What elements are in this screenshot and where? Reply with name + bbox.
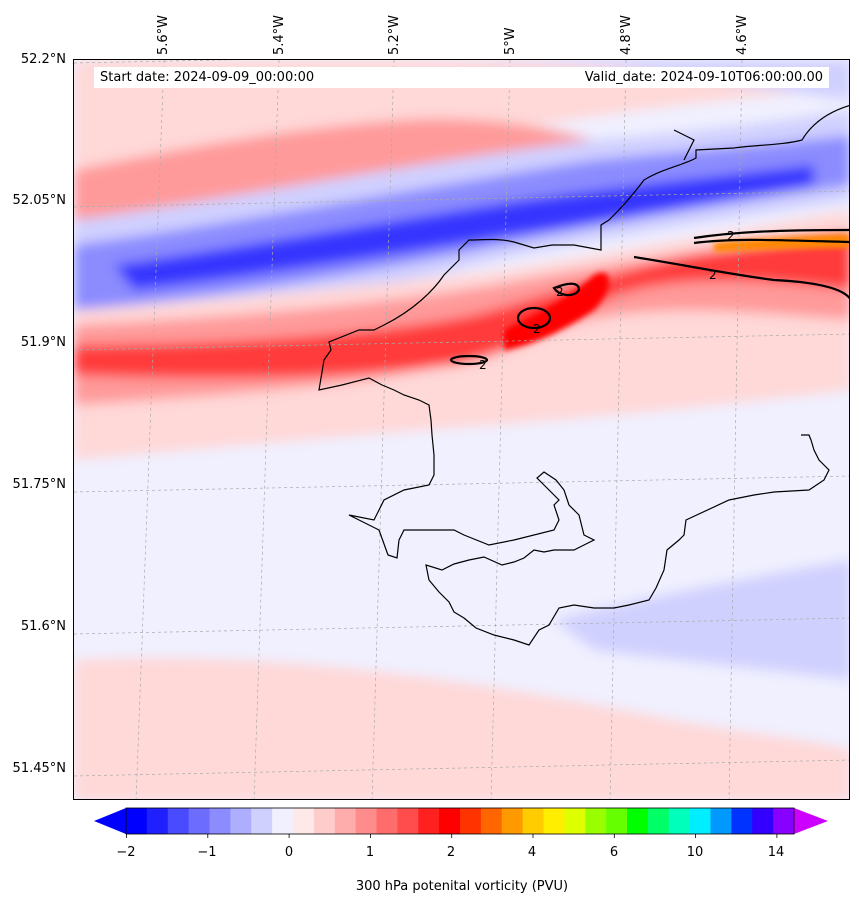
pv-core bbox=[504, 234, 849, 350]
colorbar-swatch bbox=[752, 808, 774, 834]
contour-label: 2 bbox=[556, 285, 564, 299]
colorbar-swatch bbox=[251, 808, 273, 834]
cape-ne bbox=[673, 129, 695, 161]
lon-label: 5.6°W bbox=[156, 14, 171, 55]
colorbar-tick-label: −2 bbox=[116, 845, 136, 860]
date-info-bar: Start date: 2024-09-09_00:00:00 Valid_da… bbox=[94, 67, 829, 88]
lat-label: 51.9°N bbox=[20, 335, 66, 350]
map-canvas: 2 2 2 2 2 bbox=[74, 60, 849, 799]
colorbar-swatch bbox=[480, 808, 503, 834]
colorbar-swatch bbox=[668, 808, 691, 834]
colorbar-swatch bbox=[293, 808, 315, 834]
colorbar-swatch bbox=[460, 808, 482, 834]
colorbar-swatch bbox=[585, 808, 607, 834]
contour-ne-lower bbox=[633, 255, 849, 300]
colorbar-swatch bbox=[418, 808, 440, 834]
colorbar-tick-label: 2 bbox=[446, 845, 456, 860]
colorbar-swatch bbox=[188, 808, 211, 834]
lat-label: 51.45°N bbox=[12, 761, 66, 776]
pv-2-contours bbox=[449, 228, 849, 366]
lat-label: 51.75°N bbox=[12, 477, 66, 492]
colorbar-swatch bbox=[397, 808, 419, 834]
lon-label: 5.2°W bbox=[387, 14, 402, 55]
colorbar bbox=[94, 807, 828, 838]
valid-date-label: Valid_date: 2024-09-10T06:00:00.00 bbox=[584, 70, 823, 85]
colorbar-swatch bbox=[167, 808, 190, 834]
colorbar-swatch bbox=[543, 808, 565, 834]
colorbar-swatch bbox=[731, 808, 753, 834]
colorbar-tick-label: 0 bbox=[284, 845, 294, 860]
contour-label: 2 bbox=[727, 229, 735, 243]
pv-strong-negative-band bbox=[114, 165, 814, 290]
lon-label: 5°W bbox=[503, 27, 518, 55]
lon-label: 5.4°W bbox=[272, 14, 287, 55]
lon-label: 4.8°W bbox=[619, 14, 634, 55]
colorbar-swatch bbox=[627, 808, 649, 834]
colorbar-swatch bbox=[564, 808, 586, 834]
colorbar-tick-label: 6 bbox=[609, 845, 619, 860]
pv-weak-negative-southeast bbox=[554, 560, 849, 680]
contour-center-north bbox=[552, 282, 581, 297]
colorbar-swatch bbox=[710, 808, 732, 834]
colorbar-tick-label: 10 bbox=[686, 845, 704, 860]
colorbar-swatch bbox=[230, 808, 252, 834]
colorbar-swatch bbox=[522, 808, 545, 834]
lat-label: 51.6°N bbox=[20, 619, 66, 634]
colorbar-frame bbox=[125, 807, 795, 835]
pv-positive-north-streak bbox=[74, 119, 594, 225]
contour-center bbox=[516, 306, 552, 330]
colorbar-swatch bbox=[126, 808, 148, 834]
start-date-label: Start date: 2024-09-09_00:00:00 bbox=[100, 70, 315, 85]
colorbar-swatch bbox=[773, 808, 795, 834]
colorbar-swatch bbox=[647, 808, 670, 834]
colorbar-swatch bbox=[209, 808, 231, 834]
map-panel[interactable]: 2 2 2 2 2 bbox=[73, 59, 850, 800]
pv-orange-core bbox=[714, 234, 849, 252]
north-coast bbox=[318, 105, 849, 646]
colorbar-tick-label: 1 bbox=[365, 845, 375, 860]
colorbar-swatch bbox=[355, 808, 378, 834]
pv-weak-positive-south bbox=[74, 658, 849, 799]
contour-label: 2 bbox=[479, 358, 487, 372]
colorbar-ticks bbox=[126, 834, 778, 838]
colorbar-swatches bbox=[126, 808, 795, 834]
colorbar-swatch bbox=[272, 808, 294, 834]
pv-field bbox=[74, 60, 849, 799]
colorbar-tick-label: 14 bbox=[767, 845, 785, 860]
colorbar-swatch bbox=[334, 808, 357, 834]
contour-label: 2 bbox=[709, 268, 717, 282]
contour-ne-upper bbox=[693, 228, 849, 245]
lat-label: 52.2°N bbox=[20, 52, 66, 67]
colorbar-tick-label: 4 bbox=[527, 845, 537, 860]
contour-west bbox=[449, 354, 489, 366]
pv-strong-positive-band bbox=[74, 235, 849, 378]
colorbar-swatch bbox=[689, 808, 712, 834]
colorbar-swatch bbox=[146, 808, 169, 834]
colorbar-swatch bbox=[313, 808, 336, 834]
contour-label: 2 bbox=[533, 322, 541, 336]
colorbar-title: 300 hPa potenital vorticity (PVU) bbox=[355, 879, 569, 894]
contour-labels: 2 2 2 2 2 bbox=[479, 229, 735, 372]
lon-label: 4.6°W bbox=[735, 14, 750, 55]
coastline bbox=[318, 105, 849, 646]
colorbar-under-arrow bbox=[94, 808, 126, 834]
colorbar-swatch bbox=[501, 808, 524, 834]
colorbar-over-arrow bbox=[794, 808, 828, 834]
colorbar-swatch bbox=[439, 808, 461, 834]
pv-red-core bbox=[504, 272, 609, 350]
colorbar-swatch bbox=[376, 808, 398, 834]
colorbar-swatch bbox=[606, 808, 628, 834]
colorbar-tick-label: −1 bbox=[197, 845, 217, 860]
lat-label: 52.05°N bbox=[12, 193, 66, 208]
